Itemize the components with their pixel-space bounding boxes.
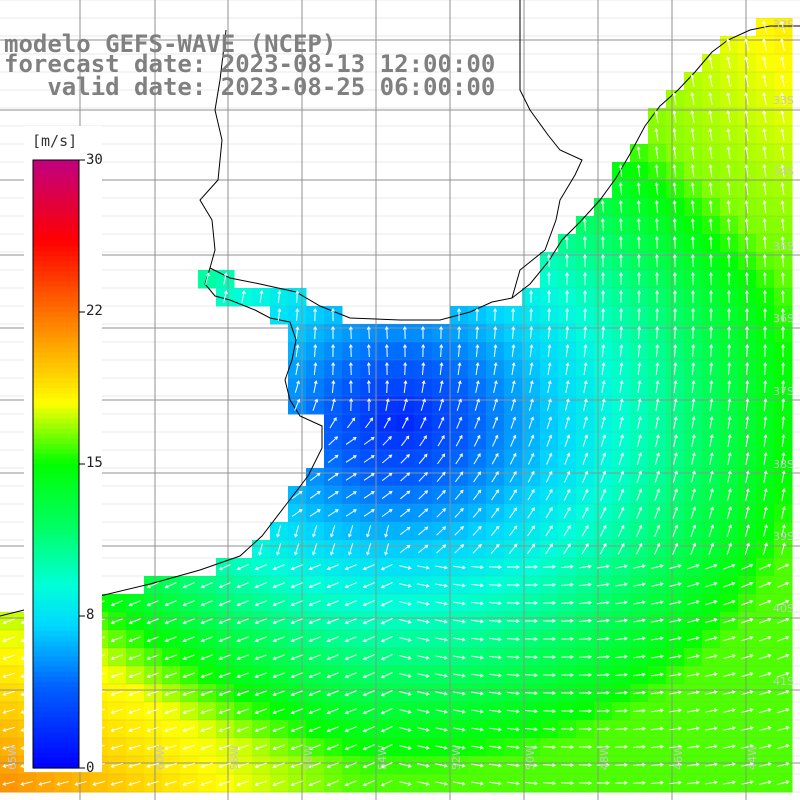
lon-label: 56W	[302, 745, 315, 770]
colorbar-tick: 15	[86, 455, 103, 471]
title-forecast-date: forecast date: 2023-08-13 12:00:00	[4, 50, 496, 78]
lon-label: 52W	[450, 745, 463, 770]
lat-label: 39S	[773, 530, 794, 543]
grid-labels: 32S33S34S35S36S37S38S39S40S41S65W62W60W5…	[6, 18, 794, 770]
lon-label: 44W	[746, 745, 759, 770]
lat-label: 35S	[773, 240, 794, 253]
title-valid-date: valid date: 2023-08-25 06:00:00	[4, 73, 496, 101]
colorbar	[24, 126, 102, 772]
coastline	[0, 0, 800, 617]
lat-label: 33S	[773, 94, 794, 107]
lat-label: 36S	[773, 312, 794, 325]
lon-label: 54W	[376, 745, 389, 770]
wind-vectors	[2, 20, 790, 787]
colorbar-tick: 30	[86, 152, 103, 168]
lat-label: 34S	[773, 165, 794, 178]
lon-label: 46W	[672, 745, 685, 770]
colorbar-tick: 0	[86, 760, 95, 776]
lon-label: 48W	[598, 745, 611, 770]
lon-label: 58W	[228, 745, 241, 770]
colorbar-units: [m/s]	[30, 132, 80, 150]
wind-speed-field	[0, 18, 793, 793]
lat-label: 38S	[773, 458, 794, 471]
lat-label: 40S	[773, 602, 794, 615]
title-model: modelo GEFS-WAVE (NCEP)	[4, 30, 337, 58]
lat-label: 41S	[773, 675, 794, 688]
colorbar-tick: 22	[86, 303, 103, 319]
lat-label: 32S	[773, 18, 794, 31]
lon-label: 60W	[154, 745, 167, 770]
lon-label: 65W	[6, 745, 19, 770]
colorbar-tick: 8	[86, 607, 95, 623]
lat-label: 37S	[773, 385, 794, 398]
lon-label: 50W	[524, 745, 537, 770]
